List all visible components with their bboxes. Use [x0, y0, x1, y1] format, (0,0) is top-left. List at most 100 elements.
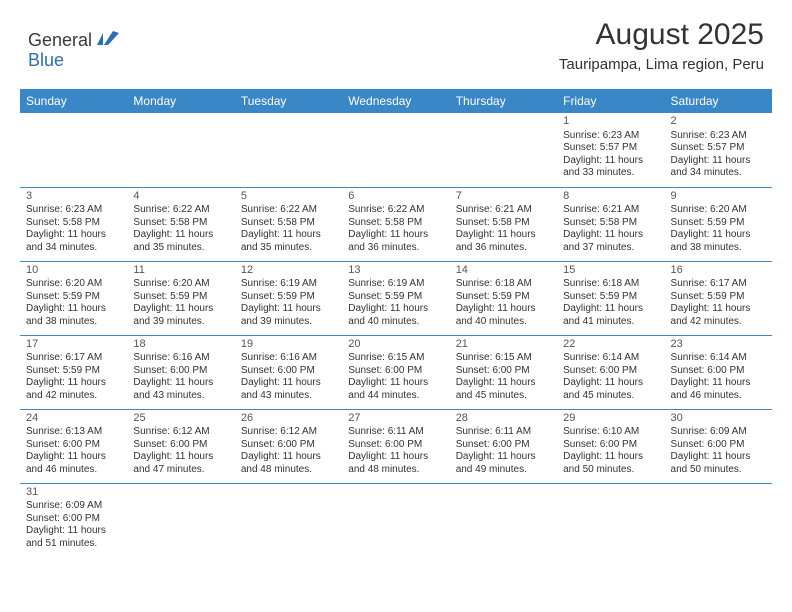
daylight-text: Daylight: 11 hours and 33 minutes. [563, 155, 658, 180]
calendar-empty-cell [557, 483, 664, 557]
day-number: 11 [133, 264, 228, 278]
daylight-text: Daylight: 11 hours and 48 minutes. [241, 451, 336, 476]
calendar-day-cell: 25Sunrise: 6:12 AMSunset: 6:00 PMDayligh… [127, 409, 234, 483]
day-number: 14 [456, 264, 551, 278]
day-number: 5 [241, 190, 336, 204]
calendar-day-cell: 18Sunrise: 6:16 AMSunset: 6:00 PMDayligh… [127, 335, 234, 409]
day-number: 17 [26, 338, 121, 352]
daylight-text: Daylight: 11 hours and 51 minutes. [26, 525, 121, 550]
sunrise-text: Sunrise: 6:19 AM [241, 278, 336, 291]
weekday-header: Friday [557, 89, 664, 113]
sunset-text: Sunset: 5:58 PM [241, 217, 336, 230]
daylight-text: Daylight: 11 hours and 40 minutes. [348, 303, 443, 328]
day-number: 15 [563, 264, 658, 278]
calendar-day-cell: 30Sunrise: 6:09 AMSunset: 6:00 PMDayligh… [665, 409, 772, 483]
day-number: 21 [456, 338, 551, 352]
sunset-text: Sunset: 5:59 PM [671, 217, 766, 230]
calendar-day-cell: 11Sunrise: 6:20 AMSunset: 5:59 PMDayligh… [127, 261, 234, 335]
sunset-text: Sunset: 5:57 PM [671, 142, 766, 155]
calendar-day-cell: 13Sunrise: 6:19 AMSunset: 5:59 PMDayligh… [342, 261, 449, 335]
sunrise-text: Sunrise: 6:14 AM [563, 352, 658, 365]
daylight-text: Daylight: 11 hours and 35 minutes. [241, 229, 336, 254]
day-number: 24 [26, 412, 121, 426]
sunrise-text: Sunrise: 6:15 AM [456, 352, 551, 365]
sunrise-text: Sunrise: 6:12 AM [133, 426, 228, 439]
calendar-day-cell: 24Sunrise: 6:13 AMSunset: 6:00 PMDayligh… [20, 409, 127, 483]
flag-icon [97, 31, 119, 50]
weekday-header: Thursday [450, 89, 557, 113]
calendar-day-cell: 22Sunrise: 6:14 AMSunset: 6:00 PMDayligh… [557, 335, 664, 409]
sunset-text: Sunset: 6:00 PM [671, 439, 766, 452]
calendar-day-cell: 4Sunrise: 6:22 AMSunset: 5:58 PMDaylight… [127, 187, 234, 261]
sunset-text: Sunset: 6:00 PM [563, 439, 658, 452]
day-number: 31 [26, 486, 121, 500]
calendar-day-cell: 10Sunrise: 6:20 AMSunset: 5:59 PMDayligh… [20, 261, 127, 335]
day-number: 27 [348, 412, 443, 426]
weekday-header: Monday [127, 89, 234, 113]
daylight-text: Daylight: 11 hours and 46 minutes. [671, 377, 766, 402]
month-title: August 2025 [559, 18, 764, 52]
day-number: 8 [563, 190, 658, 204]
calendar-empty-cell [127, 113, 234, 187]
calendar-day-cell: 15Sunrise: 6:18 AMSunset: 5:59 PMDayligh… [557, 261, 664, 335]
calendar-day-cell: 2Sunrise: 6:23 AMSunset: 5:57 PMDaylight… [665, 113, 772, 187]
sunset-text: Sunset: 5:59 PM [456, 291, 551, 304]
day-number: 18 [133, 338, 228, 352]
sunrise-text: Sunrise: 6:09 AM [671, 426, 766, 439]
sunrise-text: Sunrise: 6:18 AM [563, 278, 658, 291]
sunset-text: Sunset: 6:00 PM [563, 365, 658, 378]
calendar-day-cell: 6Sunrise: 6:22 AMSunset: 5:58 PMDaylight… [342, 187, 449, 261]
sunrise-text: Sunrise: 6:22 AM [348, 204, 443, 217]
sunset-text: Sunset: 6:00 PM [241, 439, 336, 452]
sunrise-text: Sunrise: 6:20 AM [133, 278, 228, 291]
sunset-text: Sunset: 5:59 PM [348, 291, 443, 304]
daylight-text: Daylight: 11 hours and 41 minutes. [563, 303, 658, 328]
location-text: Tauripampa, Lima region, Peru [559, 56, 764, 73]
sunset-text: Sunset: 6:00 PM [671, 365, 766, 378]
calendar-day-cell: 16Sunrise: 6:17 AMSunset: 5:59 PMDayligh… [665, 261, 772, 335]
sunrise-text: Sunrise: 6:16 AM [133, 352, 228, 365]
sunrise-text: Sunrise: 6:23 AM [563, 130, 658, 143]
daylight-text: Daylight: 11 hours and 36 minutes. [456, 229, 551, 254]
day-number: 1 [563, 115, 658, 129]
calendar-empty-cell [127, 483, 234, 557]
sunrise-text: Sunrise: 6:17 AM [671, 278, 766, 291]
daylight-text: Daylight: 11 hours and 42 minutes. [26, 377, 121, 402]
calendar-day-cell: 19Sunrise: 6:16 AMSunset: 6:00 PMDayligh… [235, 335, 342, 409]
daylight-text: Daylight: 11 hours and 44 minutes. [348, 377, 443, 402]
weekday-header: Saturday [665, 89, 772, 113]
day-number: 30 [671, 412, 766, 426]
weekday-header: Tuesday [235, 89, 342, 113]
sunset-text: Sunset: 5:59 PM [563, 291, 658, 304]
sunrise-text: Sunrise: 6:10 AM [563, 426, 658, 439]
calendar-week-row: 24Sunrise: 6:13 AMSunset: 6:00 PMDayligh… [20, 409, 772, 483]
daylight-text: Daylight: 11 hours and 49 minutes. [456, 451, 551, 476]
sunrise-text: Sunrise: 6:17 AM [26, 352, 121, 365]
day-number: 3 [26, 190, 121, 204]
calendar-week-row: 1Sunrise: 6:23 AM Sunset: 5:57 PM Daylight… [20, 113, 772, 187]
sunset-text: Sunset: 5:58 PM [133, 217, 228, 230]
calendar-empty-cell [235, 483, 342, 557]
sunset-text: Sunset: 5:58 PM [456, 217, 551, 230]
daylight-text: Daylight: 11 hours and 43 minutes. [241, 377, 336, 402]
sunrise-text: Sunrise: 6:23 AM [26, 204, 121, 217]
sunset-text: Sunset: 6:00 PM [26, 513, 121, 526]
day-number: 23 [671, 338, 766, 352]
day-number: 28 [456, 412, 551, 426]
daylight-text: Daylight: 11 hours and 35 minutes. [133, 229, 228, 254]
calendar-empty-cell [342, 483, 449, 557]
calendar-day-cell: 26Sunrise: 6:12 AMSunset: 6:00 PMDayligh… [235, 409, 342, 483]
calendar-table: SundayMondayTuesdayWednesdayThursdayFrid… [20, 89, 772, 557]
calendar-day-cell: 9Sunrise: 6:20 AMSunset: 5:59 PMDaylight… [665, 187, 772, 261]
sunrise-text: Sunrise: 6:21 AM [563, 204, 658, 217]
day-number: 6 [348, 190, 443, 204]
sunrise-text: Sunrise: 6:16 AM [241, 352, 336, 365]
calendar-day-cell: 5Sunrise: 6:22 AMSunset: 5:58 PMDaylight… [235, 187, 342, 261]
sunrise-text: Sunrise: 6:18 AM [456, 278, 551, 291]
calendar-day-cell: 1Sunrise: 6:23 AMSunset: 5:57 PMDaylight… [557, 113, 664, 187]
logo-text-blue: Blue [28, 50, 64, 71]
logo-text-general: General [28, 30, 92, 51]
day-number: 20 [348, 338, 443, 352]
daylight-text: Daylight: 11 hours and 50 minutes. [563, 451, 658, 476]
calendar-day-cell: 12Sunrise: 6:19 AMSunset: 5:59 PMDayligh… [235, 261, 342, 335]
